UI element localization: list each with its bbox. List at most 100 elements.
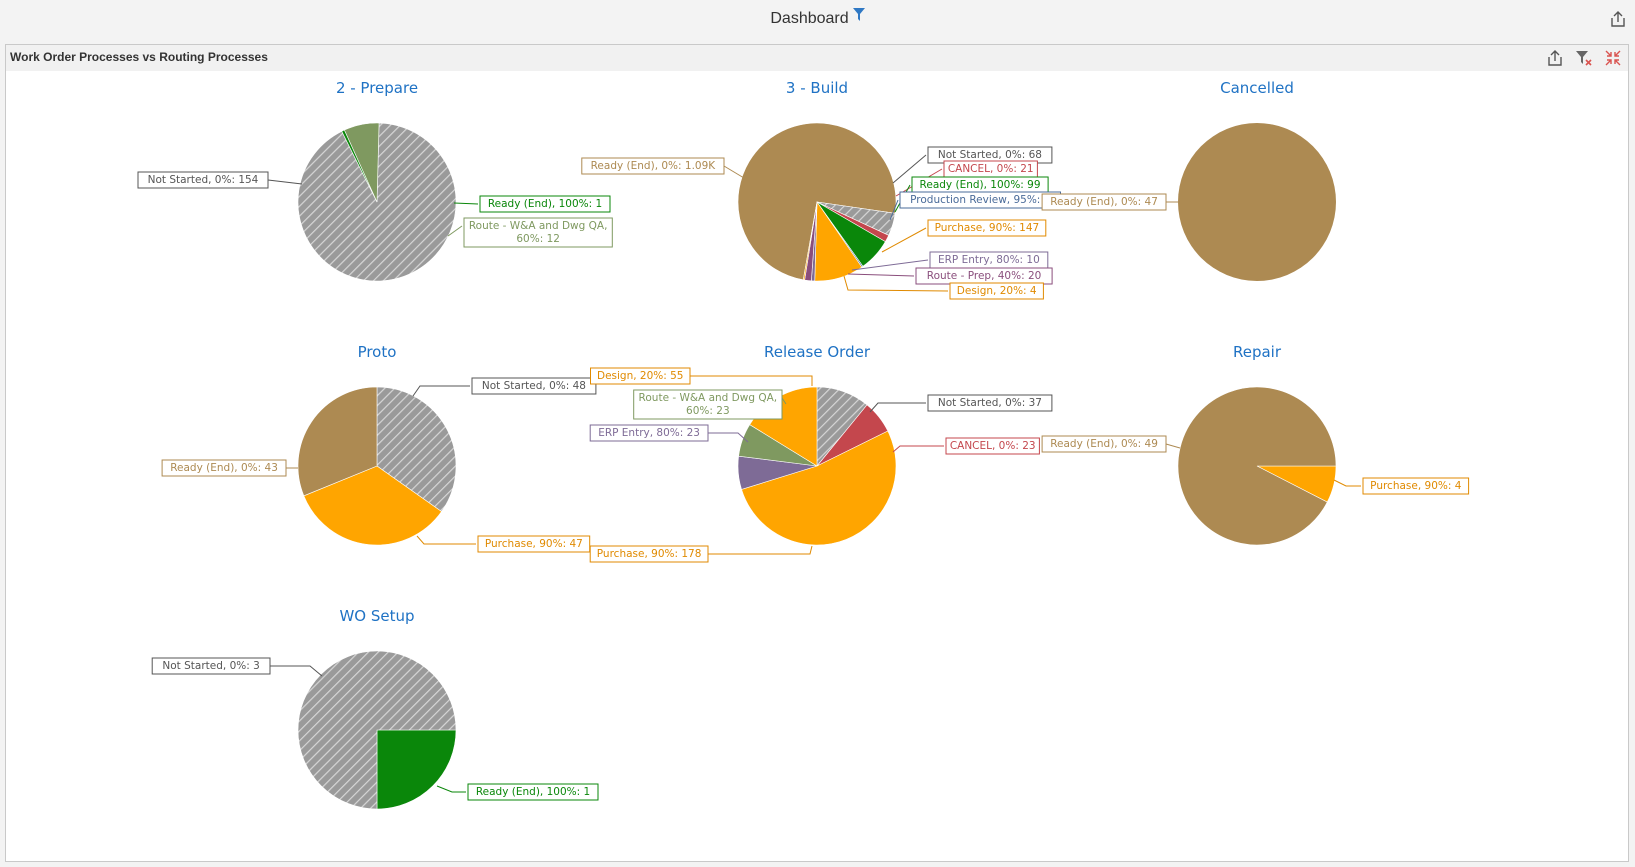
label-box	[151, 657, 271, 675]
data-label: ERP Entry, 80%: 10	[938, 254, 1040, 266]
data-label: Ready (End), 100%: 99	[920, 179, 1041, 191]
pie-slice-purchase-90-47[interactable]	[303, 465, 442, 546]
label-box	[479, 195, 611, 213]
label-box	[581, 157, 725, 175]
label-connector	[436, 785, 466, 793]
pie-chart-repair: Repair Purchase, 90%: 4 Ready (End), 0%: 4…	[1041, 343, 1470, 546]
data-label: Not Started, 0%: 48	[482, 380, 586, 392]
panel-header: Work Order Processes vs Routing Processe…	[6, 45, 1628, 71]
pie-chart-cancelled: Cancelled Ready (End), 0%: 47	[1041, 79, 1336, 281]
pie-slice-not-started-0-3[interactable]	[297, 650, 457, 810]
label-box	[161, 459, 287, 477]
pie-slice-ready-end-0-49[interactable]	[1177, 386, 1337, 546]
data-label: Design, 20%: 4	[957, 285, 1037, 297]
chart-title: Repair	[1233, 343, 1282, 361]
pie-chart-wo-setup: WO Setup Ready (End), 100%: 1 Not Started,…	[151, 607, 599, 810]
export-icon[interactable]	[1546, 49, 1564, 67]
label-connector	[723, 165, 745, 179]
data-label: Purchase, 90%: 147	[935, 222, 1040, 234]
pie-slice-ready-end-0-43[interactable]	[297, 386, 378, 497]
pie-chart-3-build: 3 - Build Ready (End), 0%: 1.09K Not Start…	[581, 79, 1061, 300]
label-connector	[851, 259, 929, 271]
label-box	[1041, 193, 1167, 211]
label-box	[589, 424, 709, 442]
label-box	[927, 219, 1047, 237]
data-label: 60%: 23	[686, 405, 730, 417]
label-box	[589, 545, 709, 563]
label-box	[927, 394, 1053, 412]
data-label: Not Started, 0%: 37	[938, 397, 1042, 409]
label-connector	[708, 432, 749, 443]
label-box	[590, 367, 691, 385]
data-label: Not Started, 0%: 68	[938, 149, 1042, 161]
label-connector	[869, 402, 926, 413]
data-label: 60%: 12	[516, 233, 560, 245]
label-connector	[447, 225, 463, 237]
data-label: ERP Entry, 80%: 23	[598, 427, 700, 439]
label-connector	[453, 202, 479, 205]
label-box	[633, 389, 783, 420]
collapse-icon[interactable]	[1604, 49, 1622, 67]
label-connector	[881, 227, 927, 253]
label-connector	[416, 535, 476, 545]
data-label: Purchase, 90%: 4	[1370, 480, 1462, 492]
label-connector	[412, 385, 470, 397]
data-label: CANCEL, 0%: 21	[948, 163, 1034, 175]
label-connector	[708, 545, 813, 555]
data-label: Route - W&A and Dwg QA,	[639, 392, 778, 404]
label-connector	[690, 375, 813, 386]
label-connector	[843, 275, 949, 292]
chart-title: 2 - Prepare	[336, 79, 418, 97]
data-label: Ready (End), 0%: 47	[1050, 196, 1158, 208]
data-label: Purchase, 90%: 178	[597, 548, 702, 560]
data-label: Purchase, 90%: 47	[485, 538, 583, 550]
data-label: Ready (End), 0%: 43	[170, 462, 278, 474]
label-connector	[892, 154, 927, 184]
dashboard-header: Dashboard	[0, 0, 1635, 42]
label-connector	[889, 199, 899, 221]
label-box	[949, 282, 1044, 300]
pie-chart-proto: Proto Not Started, 0%: 48 Purchase, 90%: 4…	[161, 343, 597, 553]
pie-slice-ready-end-0-1-09k[interactable]	[737, 122, 897, 281]
panel-tools	[1540, 49, 1622, 67]
label-connector	[270, 665, 323, 677]
label-box	[1041, 435, 1167, 453]
data-label: Ready (End), 100%: 1	[476, 786, 590, 798]
export-icon[interactable]	[1609, 10, 1627, 28]
label-connector	[892, 445, 944, 453]
chart-title: Cancelled	[1220, 79, 1294, 97]
pie-chart-2-prepare: 2 - Prepare Not Started, 0%: 154 Ready (En…	[137, 79, 613, 282]
data-label: Ready (End), 100%: 1	[488, 198, 602, 210]
label-box	[477, 535, 591, 553]
panel-title: Work Order Processes vs Routing Processe…	[10, 50, 268, 64]
label-box	[945, 437, 1040, 455]
data-label: Route - Prep, 40%: 20	[927, 270, 1042, 282]
filter-icon[interactable]	[852, 8, 865, 22]
data-label: Not Started, 0%: 154	[148, 174, 259, 186]
chart-title: 3 - Build	[786, 79, 848, 97]
data-label: Design, 20%: 55	[597, 370, 684, 382]
pie-slice-not-started-0-48[interactable]	[376, 386, 457, 512]
pie-slice-route-w-a-and-dwg-qa-60-12[interactable]	[344, 122, 380, 203]
pie-chart-release-order: Release Order Not Started, 0%: 37 CANCEL, …	[589, 343, 1053, 563]
pie-slice-purchase-90-178[interactable]	[741, 430, 897, 546]
data-label: Production Review, 95%: 4	[910, 194, 1051, 206]
pie-slice-design-20-4[interactable]	[802, 201, 818, 281]
chart-title: WO Setup	[339, 607, 414, 625]
pie-slice-ready-end-100-1[interactable]	[376, 729, 457, 810]
label-connector	[1165, 443, 1181, 449]
pie-slice-ready-end-0-47[interactable]	[1178, 123, 1336, 281]
label-box	[1362, 477, 1470, 495]
data-label: Ready (End), 0%: 49	[1050, 438, 1158, 450]
chart-title: Proto	[358, 343, 397, 361]
label-connector	[847, 273, 915, 277]
label-connector	[781, 397, 787, 405]
label-box	[467, 783, 599, 801]
label-box	[463, 217, 613, 248]
chart-title: Release Order	[764, 343, 871, 361]
label-box	[137, 171, 269, 189]
data-label: CANCEL, 0%: 23	[950, 440, 1036, 452]
clear-filter-icon[interactable]	[1575, 49, 1593, 67]
dashboard-title: Dashboard	[770, 10, 849, 27]
